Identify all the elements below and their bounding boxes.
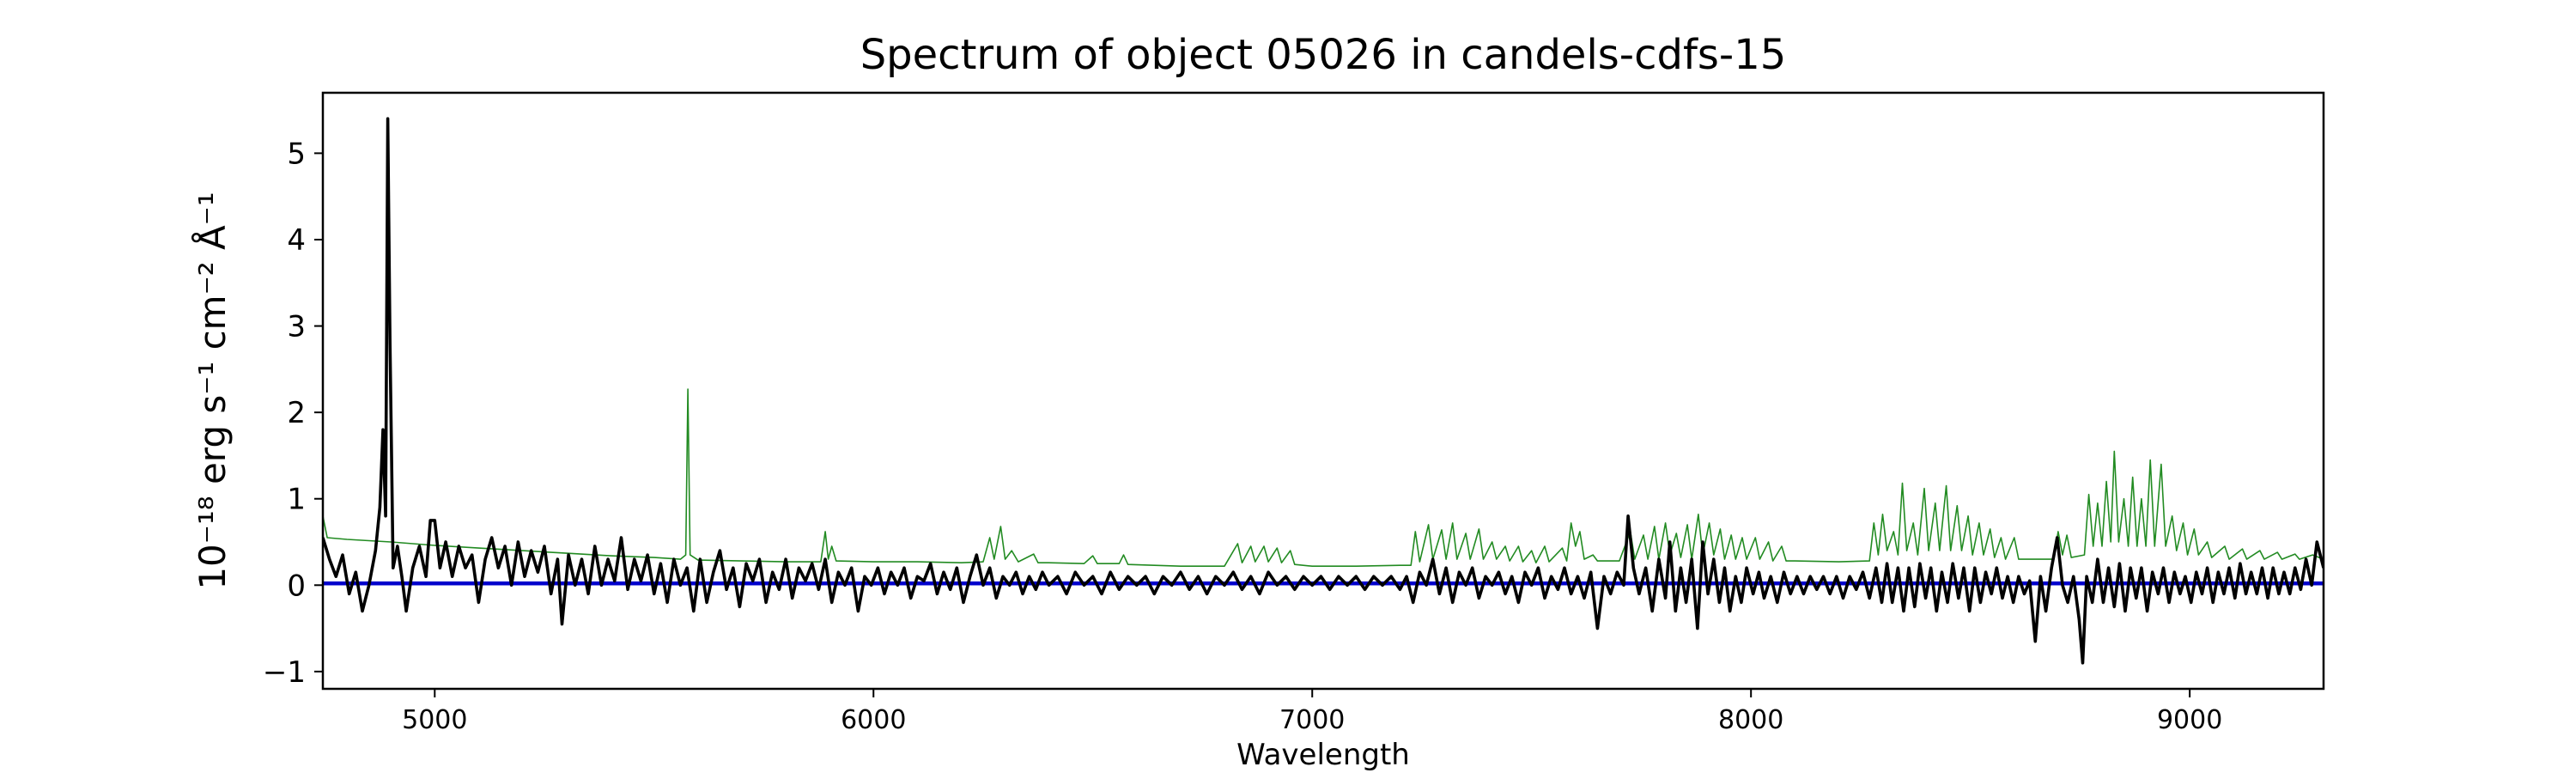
y-axis-label: 10⁻¹⁸ erg s⁻¹ cm⁻² Å⁻¹ [191, 192, 234, 589]
series-layer [323, 117, 2324, 665]
y-tick-label: 2 [287, 396, 306, 430]
y-tick-label: 4 [287, 223, 306, 258]
noise-series-line [323, 388, 2324, 567]
y-tick-label: −1 [263, 655, 306, 690]
flux-series-line [323, 117, 2324, 665]
y-tick-label: 5 [287, 137, 306, 171]
y-tick-label: 1 [287, 483, 306, 517]
y-tick-label: 3 [287, 310, 306, 344]
x-tick-label: 9000 [2157, 705, 2222, 735]
x-tick-label: 7000 [1279, 705, 1345, 735]
y-tick-label: 0 [287, 569, 306, 603]
x-tick-label: 5000 [402, 705, 467, 735]
x-axis-label: Wavelength [1236, 738, 1410, 772]
chart-title: Spectrum of object 05026 in candels-cdfs… [860, 31, 1787, 79]
x-tick-label: 6000 [841, 705, 906, 735]
plot-frame [321, 91, 2325, 691]
axis-layer: 5000 6000 7000 8000 9000 −1 0 1 2 3 4 5 [263, 137, 2222, 735]
x-tick-label: 8000 [1718, 705, 1783, 735]
